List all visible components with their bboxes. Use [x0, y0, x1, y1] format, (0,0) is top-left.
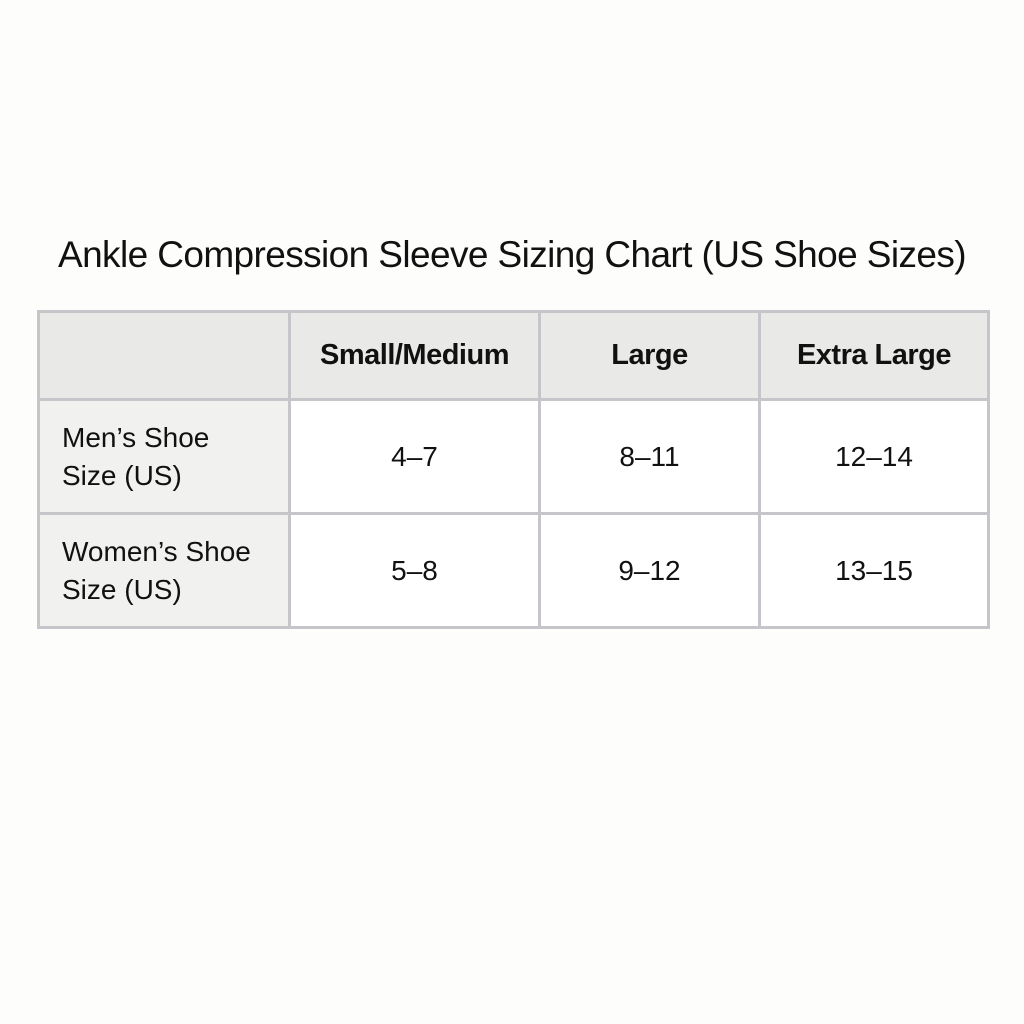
cell-womens-extra-large: 13–15	[758, 512, 990, 629]
header-empty	[37, 310, 291, 401]
header-extra-large: Extra Large	[758, 310, 990, 401]
chart-title: Ankle Compression Sleeve Sizing Chart (U…	[58, 234, 967, 275]
row-label-mens: Men’s Shoe Size (US)	[37, 398, 291, 515]
row-label-line: Size (US)	[62, 459, 182, 491]
sizing-table: Small/Medium Large Extra Large Men’s Sho…	[37, 310, 990, 629]
cell-mens-extra-large: 12–14	[758, 398, 990, 515]
cell-mens-small-medium: 4–7	[288, 398, 541, 515]
row-label-line: Women’s Shoe	[62, 535, 251, 567]
row-label-line: Men’s Shoe	[62, 421, 210, 453]
table-row: Women’s Shoe Size (US) 5–8 9–12 13–15	[37, 512, 990, 629]
header-row: Small/Medium Large Extra Large	[37, 310, 990, 401]
table-row: Men’s Shoe Size (US) 4–7 8–11 12–14	[37, 398, 990, 515]
header-large: Large	[538, 310, 761, 401]
cell-womens-large: 9–12	[538, 512, 761, 629]
header-small-medium: Small/Medium	[288, 310, 541, 401]
cell-mens-large: 8–11	[538, 398, 761, 515]
row-label-line: Size (US)	[62, 573, 182, 605]
cell-womens-small-medium: 5–8	[288, 512, 541, 629]
row-label-womens: Women’s Shoe Size (US)	[37, 512, 291, 629]
